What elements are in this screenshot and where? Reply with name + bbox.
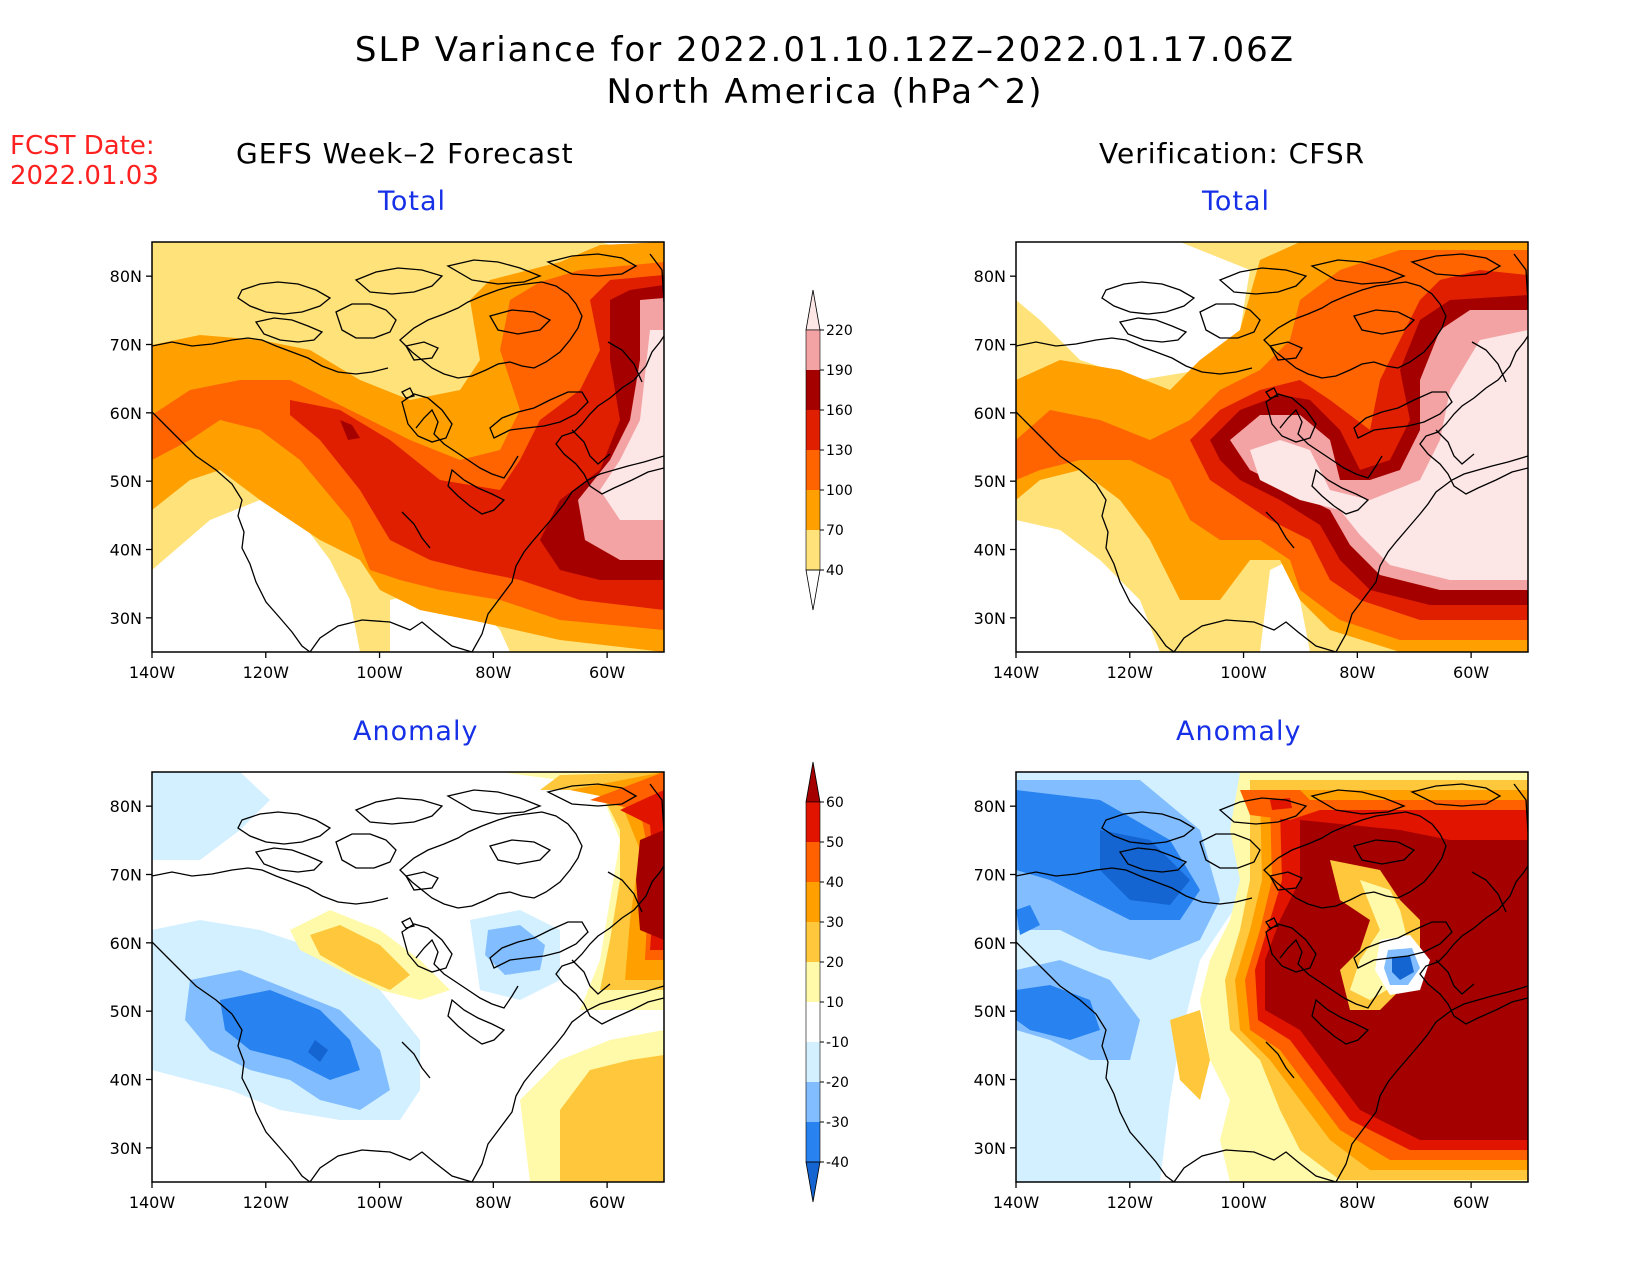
colorbar-label: 70 <box>826 523 844 539</box>
colorbar-segment <box>806 802 820 842</box>
colorbar-label: 220 <box>826 323 853 339</box>
lat-tick-label: 30N <box>974 609 1006 628</box>
colorbar-frame <box>805 801 821 1163</box>
lon-tick-label: 60W <box>589 1193 625 1212</box>
map-title-line1: SLP Variance for 2022.01.10.12Z–2022.01.… <box>354 30 1296 70</box>
colorbar-segment <box>806 1042 820 1082</box>
lon-tick-label: 120W <box>243 1193 290 1212</box>
colorbar-label: 40 <box>826 563 844 579</box>
colorbar-total: 40 70 100 130 160 190 220 <box>805 289 853 611</box>
colorbar-segment <box>806 410 820 450</box>
column-title-verification: Verification: CFSR <box>1099 137 1366 170</box>
colorbar-segment <box>806 922 820 962</box>
lat-tick-label: 70N <box>110 336 142 355</box>
fcst-date: 2022.01.03 <box>10 161 159 191</box>
colorbar-segment <box>806 530 820 570</box>
lat-tick-label: 80N <box>110 797 142 816</box>
colorbar-segment <box>806 1082 820 1122</box>
colorbar-segment <box>806 882 820 922</box>
lon-tick-label: 100W <box>356 1193 403 1212</box>
lat-tick-label: 40N <box>110 1071 142 1090</box>
lat-tick-label: 50N <box>110 1002 142 1021</box>
colorbar-segment <box>806 370 820 410</box>
lat-tick-label: 30N <box>110 1139 142 1158</box>
colorbar-label: 40 <box>826 875 844 891</box>
map-verification-total <box>1015 241 1529 653</box>
colorbar-label: 10 <box>826 995 844 1011</box>
lat-tick-label: 50N <box>974 1002 1006 1021</box>
colorbar-label: -30 <box>826 1115 849 1131</box>
colorbar-label: 60 <box>826 795 844 811</box>
lat-tick-label: 80N <box>974 797 1006 816</box>
panel-title-forecast-total: Total <box>378 186 447 217</box>
colorbar-label: 50 <box>826 835 844 851</box>
colorbar-segment <box>806 330 820 370</box>
colorbar-segment <box>806 842 820 882</box>
colorbar-segment <box>806 1122 820 1162</box>
lon-tick-label: 140W <box>993 1193 1040 1212</box>
colorbar-segment <box>805 289 821 331</box>
lon-tick-label: 100W <box>1220 663 1267 682</box>
lon-tick-label: 140W <box>993 663 1040 682</box>
map-axes: 140W 120W 100W 80W 60W 80N 70N 60N 50N 40N 30N 140W… <box>110 267 1490 1212</box>
colorbar-segment <box>805 1161 821 1203</box>
colorbar-segment <box>806 962 820 1002</box>
lat-tick-label: 40N <box>974 541 1006 560</box>
column-title-forecast: GEFS Week–2 Forecast <box>236 137 574 170</box>
colorbar-label: 160 <box>826 403 853 419</box>
lon-tick-label: 140W <box>129 1193 176 1212</box>
lon-tick-label: 80W <box>475 663 511 682</box>
lat-tick-label: 80N <box>110 267 142 286</box>
colorbar-label: 130 <box>826 443 853 459</box>
lat-tick-label: 40N <box>110 541 142 560</box>
lon-tick-label: 120W <box>1107 663 1154 682</box>
colorbar-segment <box>806 450 820 490</box>
lat-tick-label: 50N <box>974 472 1006 491</box>
lon-tick-label: 140W <box>129 663 176 682</box>
colorbar-label: 20 <box>826 955 844 971</box>
lon-tick-label: 80W <box>1339 663 1375 682</box>
map-title-line2: North America (hPa^2) <box>606 72 1044 112</box>
lat-tick-label: 60N <box>974 934 1006 953</box>
lon-tick-label: 100W <box>1220 1193 1267 1212</box>
lon-tick-label: 120W <box>1107 1193 1154 1212</box>
lat-tick-label: 80N <box>974 267 1006 286</box>
lat-tick-label: 70N <box>974 866 1006 885</box>
lon-tick-label: 60W <box>1453 1193 1489 1212</box>
lat-tick-label: 70N <box>110 866 142 885</box>
colorbar-label: -20 <box>826 1075 849 1091</box>
map-forecast-anomaly <box>151 771 665 1183</box>
lat-tick-label: 60N <box>974 404 1006 423</box>
map-forecast-total <box>151 241 665 653</box>
colorbar-label: 30 <box>826 915 844 931</box>
panel-title-verification-total: Total <box>1202 186 1271 217</box>
colorbar-segment <box>805 569 821 611</box>
lat-tick-label: 70N <box>974 336 1006 355</box>
lat-tick-label: 30N <box>974 1139 1006 1158</box>
lat-tick-label: 60N <box>110 404 142 423</box>
colorbar-label: 100 <box>826 483 853 499</box>
lon-tick-label: 120W <box>243 663 290 682</box>
fcst-label: FCST Date: <box>10 131 155 161</box>
lat-tick-label: 30N <box>110 609 142 628</box>
lon-tick-label: 80W <box>1339 1193 1375 1212</box>
panel-title-forecast-anomaly: Anomaly <box>353 716 479 747</box>
colorbar-label: -10 <box>826 1035 849 1051</box>
lon-tick-label: 60W <box>1453 663 1489 682</box>
colorbar-anomaly: -40 -30 -20 -10 10 20 30 40 50 60 <box>805 761 849 1203</box>
lon-tick-label: 100W <box>356 663 403 682</box>
panel-title-verification-anomaly: Anomaly <box>1176 716 1302 747</box>
colorbar-segment <box>805 761 821 803</box>
lon-tick-label: 80W <box>475 1193 511 1212</box>
colorbar-label: -40 <box>826 1155 849 1171</box>
colorbar-segment <box>806 1002 820 1042</box>
colorbar-label: 190 <box>826 363 853 379</box>
lat-tick-label: 50N <box>110 472 142 491</box>
lat-tick-label: 40N <box>974 1071 1006 1090</box>
map-verification-anomaly <box>1015 771 1529 1183</box>
colorbar-segment <box>806 490 820 530</box>
lat-tick-label: 60N <box>110 934 142 953</box>
lon-tick-label: 60W <box>589 663 625 682</box>
